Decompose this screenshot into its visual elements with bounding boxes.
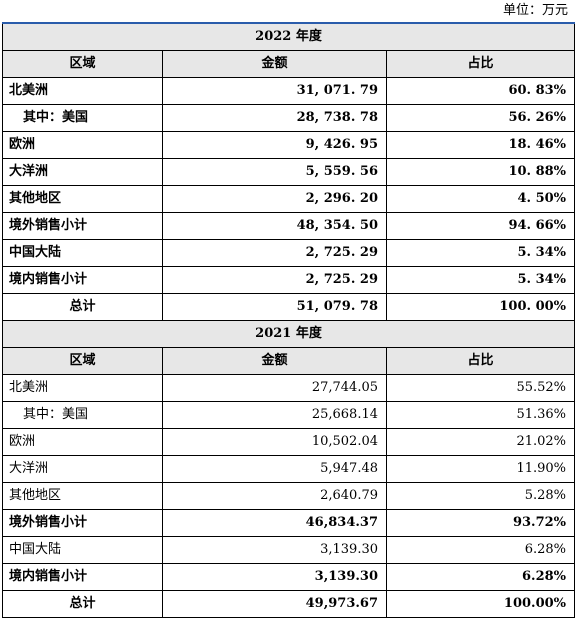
- total-share: 100. 00%: [385, 293, 576, 321]
- share-cell: 51.36%: [385, 401, 576, 429]
- year-title: 2022 年度: [1, 22, 576, 51]
- share-cell: 11.90%: [385, 455, 576, 483]
- table-row: 欧洲 10,502.04 21.02%: [2, 428, 576, 456]
- amount-cell: 25,668.14: [162, 401, 387, 429]
- header-amount: 金额: [162, 50, 387, 78]
- share-cell: 5. 34%: [385, 266, 576, 294]
- region-cell: 欧洲: [2, 428, 163, 456]
- total-row: 总计 51, 079. 78 100. 00%: [2, 293, 576, 321]
- region-cell: 中国大陆: [2, 536, 163, 564]
- share-cell: 93.72%: [385, 509, 576, 537]
- share-cell: 6.28%: [385, 563, 576, 591]
- table-row: 境内销售小计 3,139.30 6.28%: [2, 563, 576, 591]
- amount-cell: 5,947.48: [162, 455, 387, 483]
- amount-cell: 2, 725. 29: [162, 266, 387, 294]
- region-cell: 大洋洲: [2, 158, 163, 186]
- amount-cell: 3,139.30: [162, 563, 387, 591]
- amount-cell: 31, 071. 79: [162, 77, 387, 105]
- region-cell: 境内销售小计: [2, 266, 163, 294]
- total-label: 总计: [2, 590, 163, 618]
- total-share: 100.00%: [385, 590, 576, 618]
- share-cell: 5. 34%: [385, 239, 576, 267]
- amount-cell: 2, 296. 20: [162, 185, 387, 213]
- region-cell: 境外销售小计: [2, 509, 163, 537]
- table-row: 欧洲 9, 426. 95 18. 46%: [2, 131, 576, 159]
- share-cell: 18. 46%: [385, 131, 576, 159]
- table-row: 北美洲 27,744.05 55.52%: [2, 374, 576, 402]
- region-cell: 中国大陆: [2, 239, 163, 267]
- region-cell: 其他地区: [2, 482, 163, 510]
- region-cell: 北美洲: [2, 374, 163, 402]
- header-row: 区域 金额 占比: [2, 347, 576, 375]
- year-row-2021: 2021 年度: [1, 320, 576, 348]
- table-row: 其中：美国 25,668.14 51.36%: [2, 401, 576, 429]
- header-region: 区域: [2, 347, 163, 375]
- region-cell: 欧洲: [2, 131, 163, 159]
- amount-cell: 28, 738. 78: [162, 104, 387, 132]
- amount-cell: 46,834.37: [162, 509, 387, 537]
- year-title: 2021 年度: [1, 320, 576, 348]
- table-row: 中国大陆 2, 725. 29 5. 34%: [2, 239, 576, 267]
- amount-cell: 3,139.30: [162, 536, 387, 564]
- region-cell: 大洋洲: [2, 455, 163, 483]
- region-cell: 其他地区: [2, 185, 163, 213]
- table-row: 大洋洲 5,947.48 11.90%: [2, 455, 576, 483]
- header-share: 占比: [385, 347, 576, 375]
- share-cell: 94. 66%: [385, 212, 576, 240]
- table-row: 境外销售小计 46,834.37 93.72%: [2, 509, 576, 537]
- region-cell: 境外销售小计: [2, 212, 163, 240]
- share-cell: 5.28%: [385, 482, 576, 510]
- total-row: 总计 49,973.67 100.00%: [2, 590, 576, 618]
- header-region: 区域: [2, 50, 163, 78]
- region-cell: 其中：美国: [2, 104, 163, 132]
- total-amount: 49,973.67: [162, 590, 387, 618]
- unit-label: 单位：万元: [502, 3, 568, 18]
- share-cell: 56. 26%: [385, 104, 576, 132]
- header-row: 区域 金额 占比: [2, 50, 576, 78]
- share-cell: 4. 50%: [385, 185, 576, 213]
- table-row: 其他地区 2, 296. 20 4. 50%: [2, 185, 576, 213]
- share-cell: 55.52%: [385, 374, 576, 402]
- total-label: 总计: [2, 293, 163, 321]
- region-cell: 北美洲: [2, 77, 163, 105]
- amount-cell: 48, 354. 50: [162, 212, 387, 240]
- table-row: 北美洲 31, 071. 79 60. 83%: [2, 77, 576, 105]
- amount-cell: 10,502.04: [162, 428, 387, 456]
- share-cell: 60. 83%: [385, 77, 576, 105]
- share-cell: 10. 88%: [385, 158, 576, 186]
- table-row: 其中：美国 28, 738. 78 56. 26%: [2, 104, 576, 132]
- header-share: 占比: [385, 50, 576, 78]
- amount-cell: 9, 426. 95: [162, 131, 387, 159]
- region-cell: 其中：美国: [2, 401, 163, 429]
- amount-cell: 2,640.79: [162, 482, 387, 510]
- region-cell: 境内销售小计: [2, 563, 163, 591]
- amount-cell: 5, 559. 56: [162, 158, 387, 186]
- sales-by-region-table: 2022 年度 区域 金额 占比 北美洲 31, 071. 79 60. 83%…: [1, 22, 576, 618]
- table-row: 境外销售小计 48, 354. 50 94. 66%: [2, 212, 576, 240]
- header-amount: 金额: [162, 347, 387, 375]
- share-cell: 21.02%: [385, 428, 576, 456]
- amount-cell: 2, 725. 29: [162, 239, 387, 267]
- share-cell: 6.28%: [385, 536, 576, 564]
- table-row: 大洋洲 5, 559. 56 10. 88%: [2, 158, 576, 186]
- table-row: 其他地区 2,640.79 5.28%: [2, 482, 576, 510]
- table-row: 中国大陆 3,139.30 6.28%: [2, 536, 576, 564]
- total-amount: 51, 079. 78: [162, 293, 387, 321]
- table-row: 境内销售小计 2, 725. 29 5. 34%: [2, 266, 576, 294]
- amount-cell: 27,744.05: [162, 374, 387, 402]
- year-row-2022: 2022 年度: [1, 22, 576, 51]
